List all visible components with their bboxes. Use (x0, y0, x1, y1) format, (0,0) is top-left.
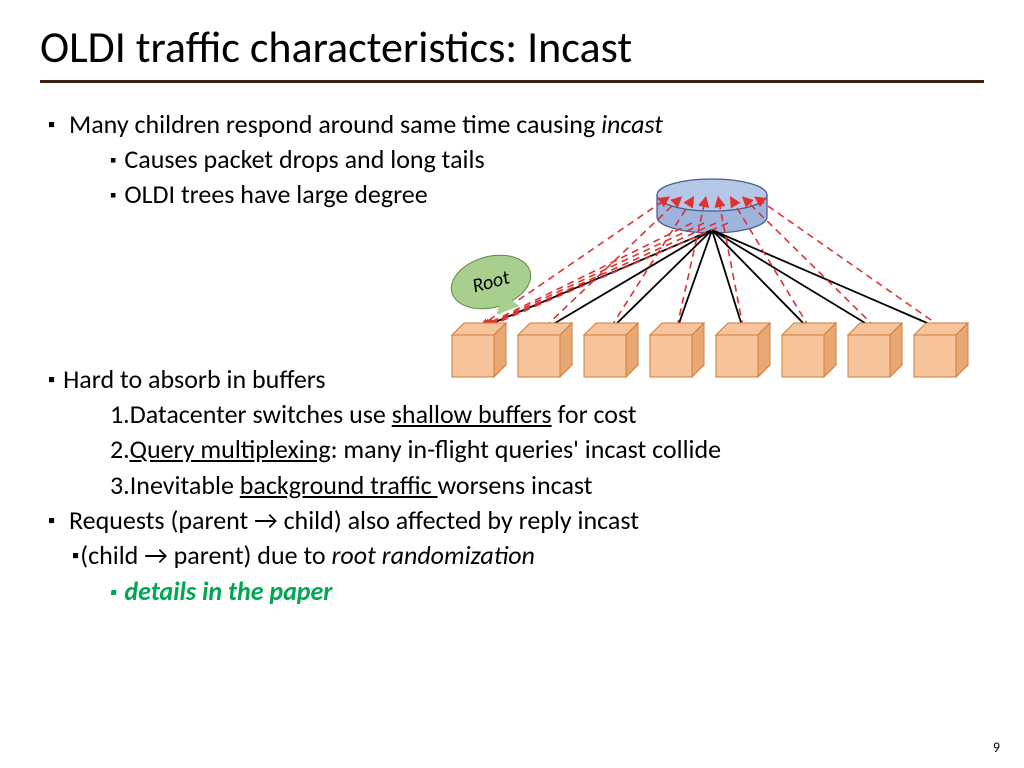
text-italic: root randomization (331, 539, 534, 571)
text-underline: Query multiplexing (129, 433, 330, 465)
text: 3.Inevitable (110, 469, 240, 501)
bullet-details-paper: details in the paper (110, 573, 984, 609)
numbered-background-traffic: 3.Inevitable background traffic worsens … (110, 468, 984, 503)
text: parent) due to (168, 539, 332, 571)
numbered-query-multiplex: 2.Query multiplexing: many in-flight que… (110, 432, 984, 467)
title-underline (40, 80, 984, 83)
text: : many in-flight queries' incast collide (331, 433, 722, 465)
text: (child (80, 539, 144, 571)
bullet-requests: Requests (parent → child) also affected … (48, 503, 984, 538)
slide: OLDI traffic characteristics: Incast Man… (0, 0, 1024, 768)
bullet-requests-line2: ▪(child → parent) due to root randomizat… (72, 538, 984, 573)
text: Requests (parent (69, 504, 254, 536)
text-underline: background traffic (240, 469, 438, 501)
text: child) also affected by reply incast (278, 504, 639, 536)
slide-title: OLDI traffic characteristics: Incast (40, 20, 984, 74)
page-number: 9 (993, 739, 1000, 756)
text-incast: incast (601, 108, 663, 140)
text: 1.Datacenter switches use (110, 398, 392, 430)
arrow-icon: → (144, 539, 168, 571)
incast-diagram: Root (440, 160, 1000, 420)
text: 2. (110, 433, 129, 465)
bullet-incast: Many children respond around same time c… (48, 107, 984, 142)
arrow-icon: → (254, 504, 278, 536)
text: Many children respond around same time c… (69, 108, 601, 140)
text: worsens incast (438, 469, 593, 501)
